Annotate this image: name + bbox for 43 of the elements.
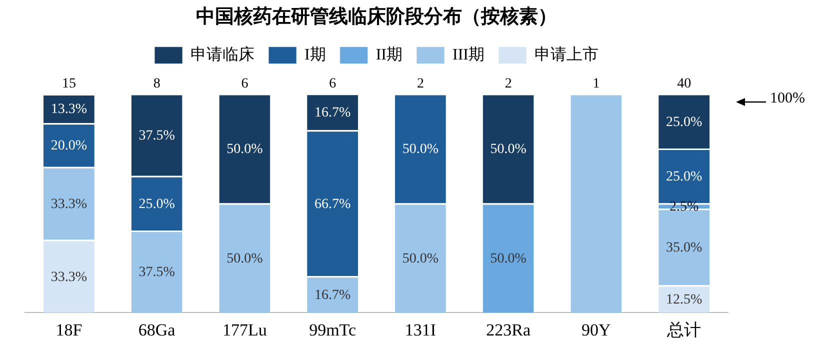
- x-tick-label: 总计: [666, 320, 702, 340]
- data-label: 12.5%: [666, 292, 702, 308]
- legend-label: 申请上市: [534, 46, 598, 64]
- data-label: 25.0%: [666, 170, 702, 185]
- annotation: 6: [329, 76, 336, 92]
- x-tick-label: 131I: [404, 320, 436, 340]
- annotation: 40: [677, 76, 692, 92]
- x-tick-label: 90Y: [582, 320, 611, 340]
- text: 100%: [770, 90, 805, 107]
- data-label: 50.0%: [402, 142, 439, 158]
- data-label: 33.3%: [50, 196, 88, 212]
- legend-label: 申请临床: [190, 46, 255, 64]
- data-label: 50.0%: [490, 252, 527, 267]
- data-label: 20.0%: [50, 138, 88, 154]
- data-label: 35.0%: [666, 240, 702, 256]
- annotation: 8: [153, 76, 160, 92]
- x-tick-label: 18F: [56, 320, 82, 340]
- data-label: 13.3%: [50, 102, 88, 118]
- annotation: 15: [62, 76, 76, 92]
- data-label: 50.0%: [490, 142, 527, 158]
- data-label: 37.5%: [138, 265, 176, 280]
- data-label: 16.7%: [314, 288, 351, 303]
- legend-label: II期: [376, 46, 402, 64]
- data-label: 33.3%: [50, 270, 88, 285]
- data-label: 37.5%: [138, 128, 176, 144]
- data-label: 50.0%: [226, 252, 264, 267]
- annotation: 1: [592, 76, 600, 92]
- annotation: 2: [504, 76, 512, 92]
- legend-label: I期: [304, 46, 326, 64]
- x-tick-label: 68Ga: [138, 320, 176, 340]
- data-label: 66.7%: [314, 196, 351, 212]
- data-label: 16.7%: [314, 106, 351, 121]
- legend-label: III期: [452, 46, 484, 64]
- x-tick-label: 177Lu: [222, 320, 268, 340]
- data-label: 50.0%: [402, 252, 439, 267]
- x-tick-label: 223Ra: [486, 320, 531, 340]
- data-label: 25.0%: [138, 196, 176, 212]
- x-tick-label: 99mTc: [309, 320, 356, 340]
- data-label: 25.0%: [666, 114, 702, 130]
- annotation: 6: [241, 76, 248, 92]
- data-label: 50.0%: [226, 142, 264, 158]
- annotation: 2: [416, 76, 424, 92]
- chart-title: 中国核药在研管线临床阶段分布（按核素）: [196, 5, 557, 28]
